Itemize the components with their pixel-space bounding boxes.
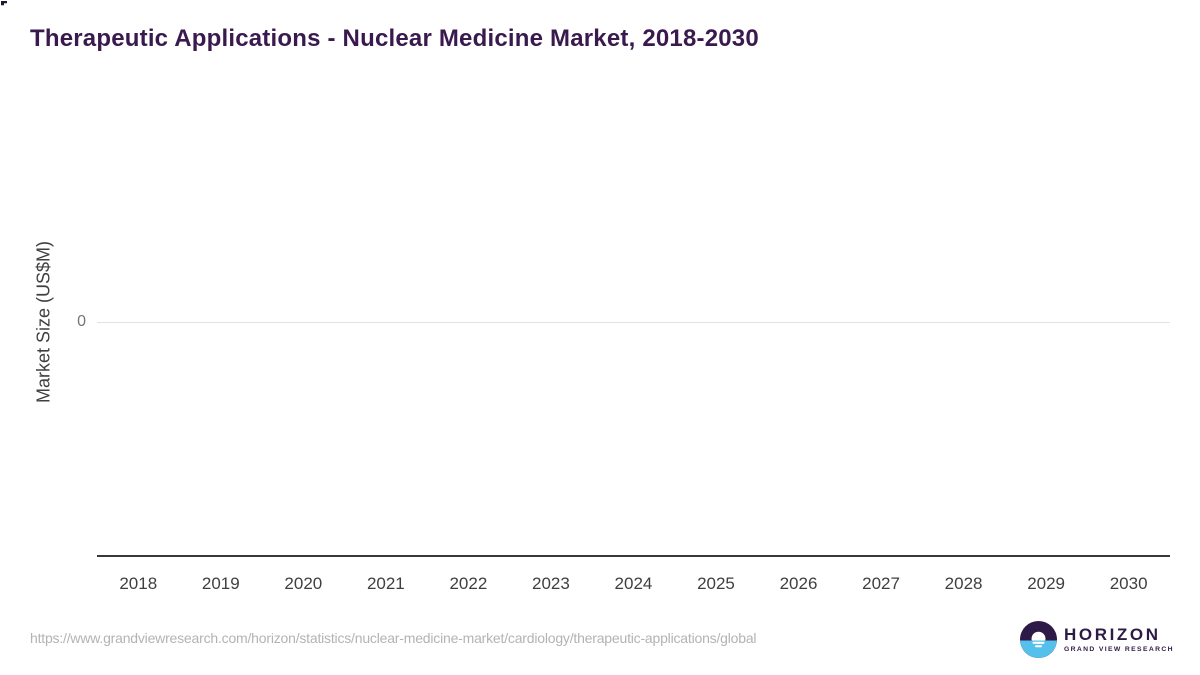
zero-gridline <box>97 322 1170 323</box>
source-url: https://www.grandviewresearch.com/horizo… <box>30 630 757 646</box>
x-tick-label-2022: 2022 <box>449 574 488 593</box>
horizon-logo-text: HORIZON GRAND VIEW RESEARCH <box>1064 624 1174 654</box>
horizon-logo-subtitle: GRAND VIEW RESEARCH <box>1064 646 1174 654</box>
horizon-logo-name: HORIZON <box>1064 624 1161 644</box>
x-tick-label-2029: 2029 <box>1027 574 1066 593</box>
y-axis-label: Market Size (US$M) <box>33 240 54 404</box>
horizon-logo: HORIZON GRAND VIEW RESEARCH <box>1020 621 1174 658</box>
x-tick-label-2028: 2028 <box>944 574 983 593</box>
page-title: Therapeutic Applications - Nuclear Medic… <box>30 25 759 52</box>
corner-artifact <box>1 1 7 6</box>
x-tick-label-2023: 2023 <box>532 574 570 593</box>
x-tick-label-2026: 2026 <box>779 574 818 593</box>
y-tick-label-zero: 0 <box>77 313 86 330</box>
x-tick-label-2027: 2027 <box>862 574 900 593</box>
x-axis-tick-labels: 2018 2019 2020 2021 2022 2023 2024 2025 2026 2027… <box>97 574 1170 594</box>
x-tick-label-2024: 2024 <box>614 574 653 593</box>
x-tick-label-2030: 2030 <box>1109 574 1148 593</box>
x-tick-label-2021: 2021 <box>366 574 405 593</box>
x-axis-line <box>97 555 1170 557</box>
x-tick-label-2019: 2019 <box>201 574 240 593</box>
x-tick-label-2025: 2025 <box>697 574 735 593</box>
x-tick-label-2018: 2018 <box>119 574 158 593</box>
x-tick-label-2020: 2020 <box>284 574 323 593</box>
horizon-logo-icon <box>1020 621 1057 658</box>
